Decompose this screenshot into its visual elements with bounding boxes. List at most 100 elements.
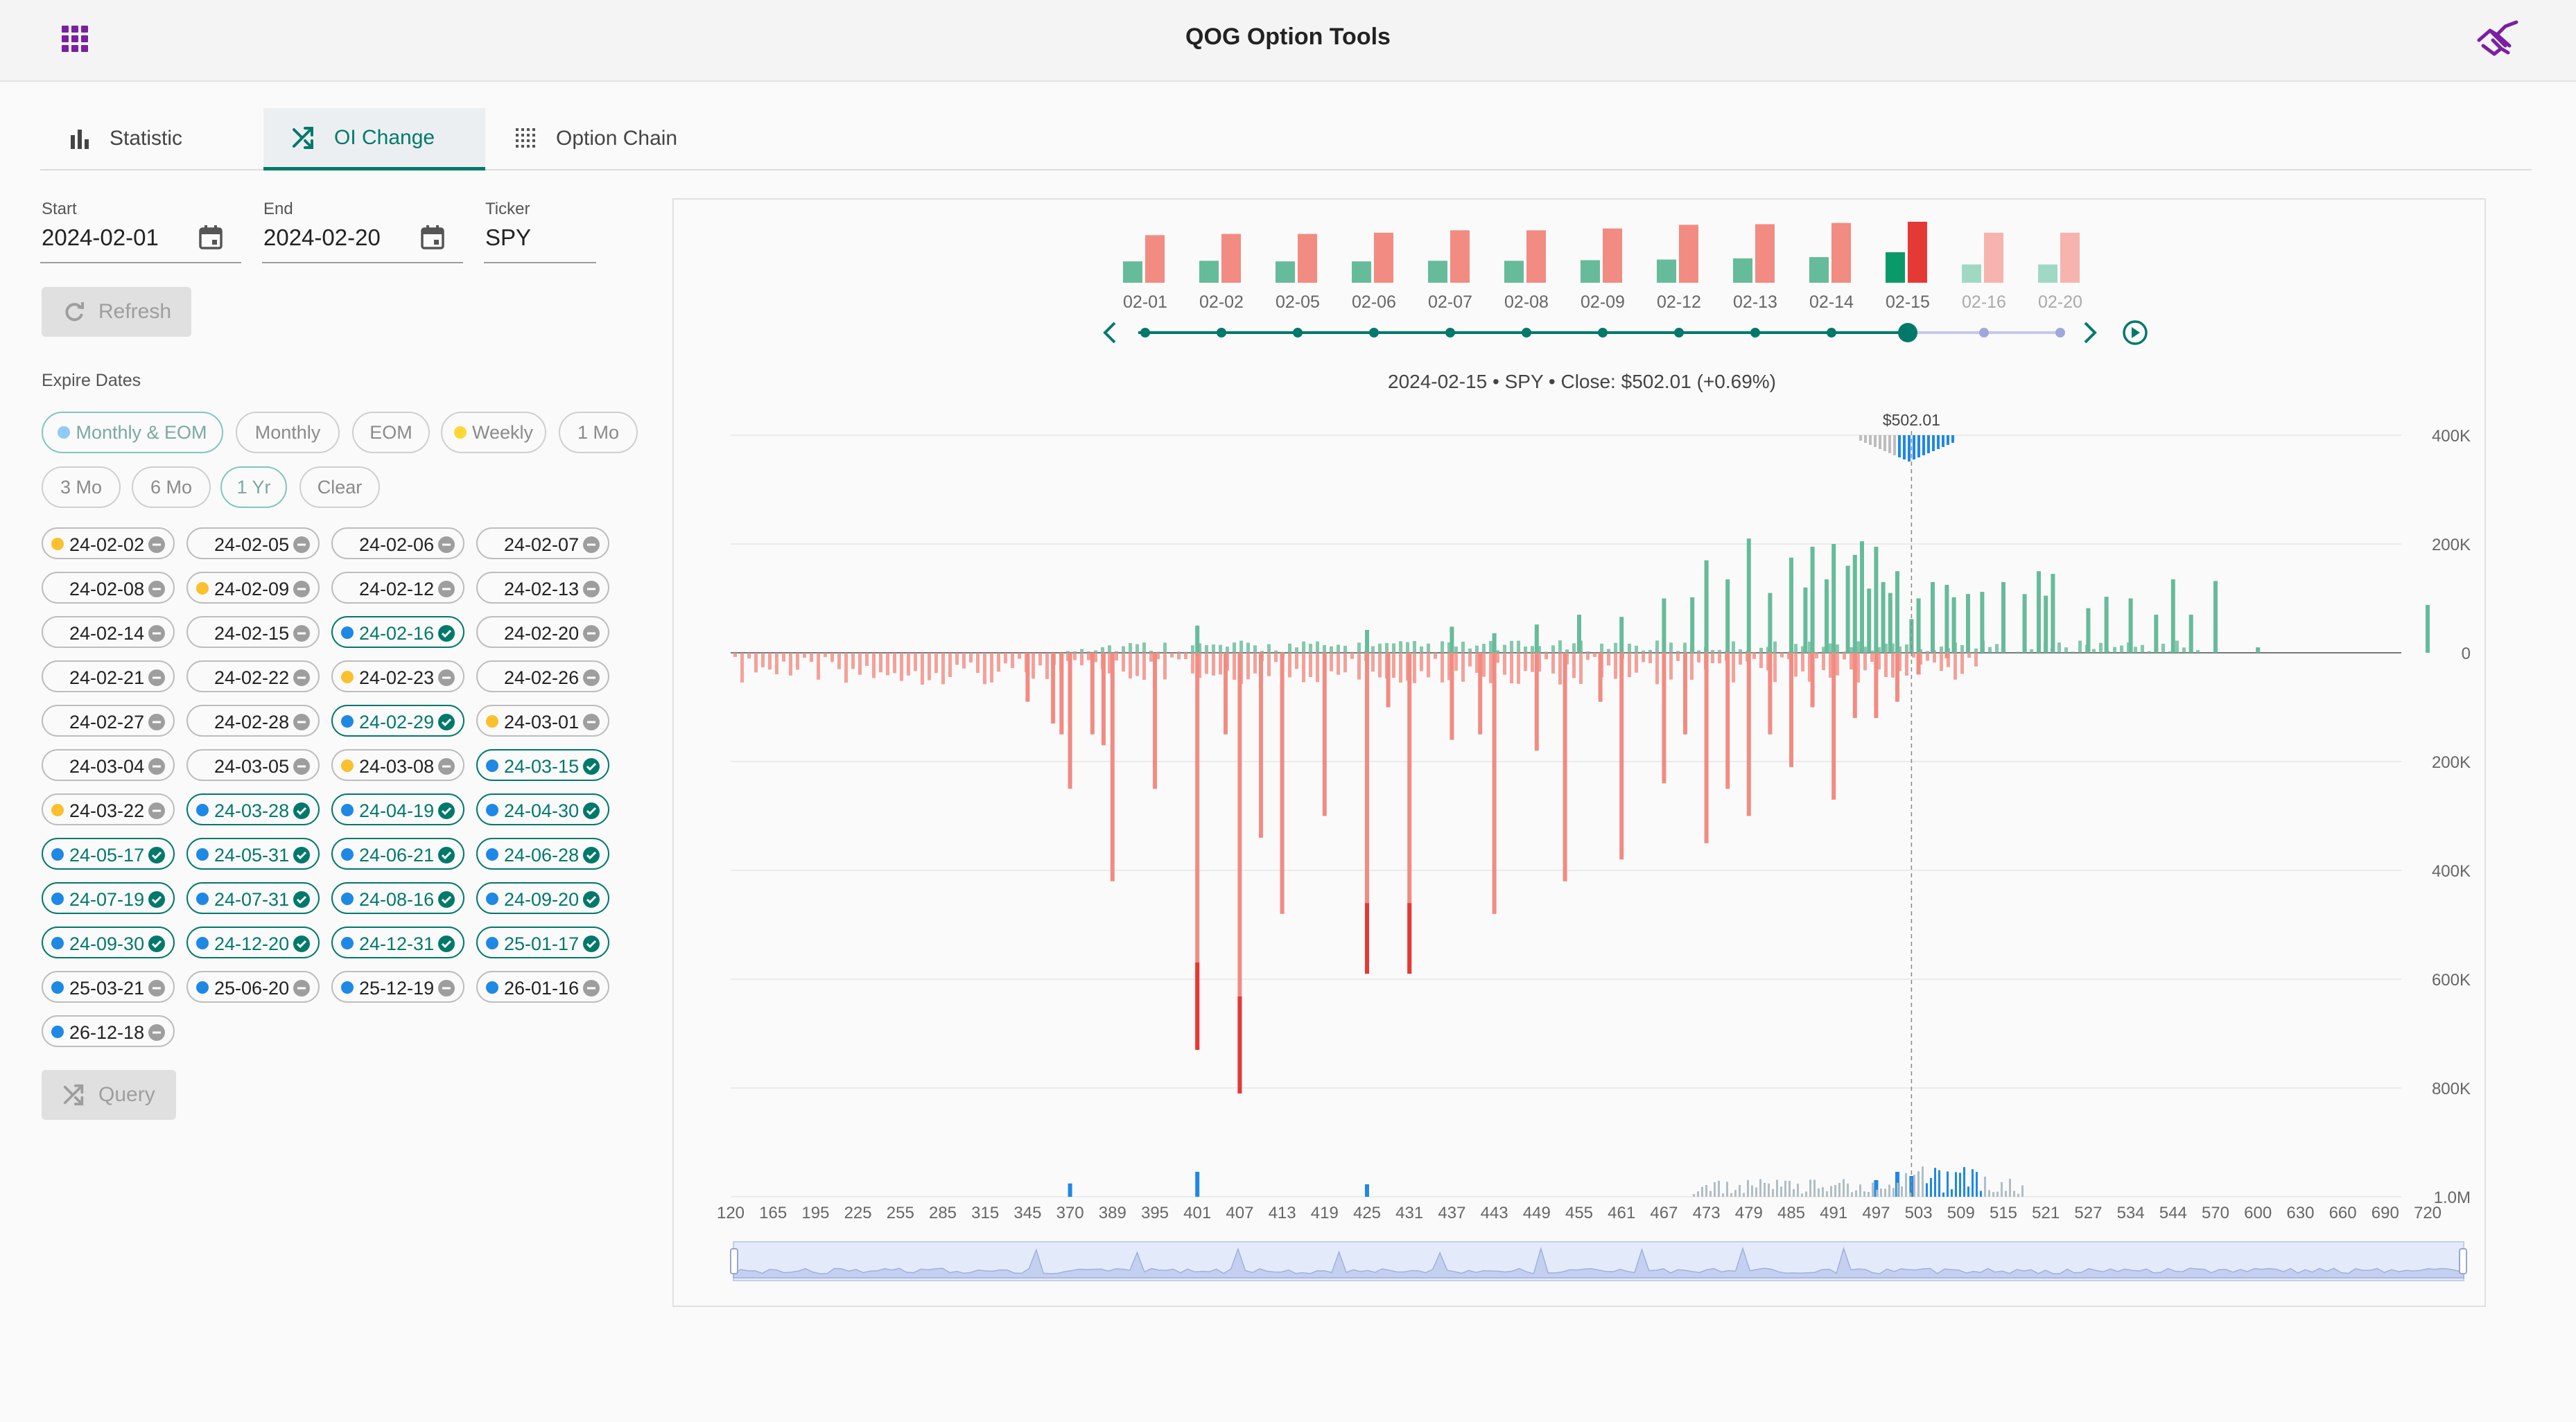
expire-date-chip[interactable]: 25-03-21 <box>42 971 175 1003</box>
expire-date-chip[interactable]: 26-01-16 <box>476 971 609 1003</box>
tab-statistic[interactable]: Statistic <box>40 108 262 169</box>
expire-date-chip[interactable]: 24-02-22 <box>186 660 320 692</box>
minor-call-bar <box>1503 644 1506 653</box>
expire-date-chip[interactable]: 24-04-30 <box>476 793 609 825</box>
minor-call-bar <box>1316 641 1319 653</box>
x-tick-label: 491 <box>1820 1204 1847 1222</box>
preset-monthly[interactable]: Monthly <box>236 412 340 453</box>
minor-call-bar <box>1378 643 1382 653</box>
timeline-date-label: 02-14 <box>1809 292 1854 312</box>
legend-dot <box>453 426 467 439</box>
expire-date-chip[interactable]: 24-02-02 <box>42 527 175 559</box>
expire-date-chip[interactable]: 24-02-09 <box>186 572 320 604</box>
expire-date-chip[interactable]: 24-02-21 <box>42 660 175 692</box>
expire-date-chip[interactable]: 24-02-23 <box>331 660 464 692</box>
expire-date-chip[interactable]: 24-02-15 <box>186 616 320 648</box>
chart-panel: 02-01 02-02 02-05 02-06 02-07 02-08 02-09 02-12… <box>672 198 2486 1307</box>
y-tick-label: 800K <box>2432 1080 2471 1098</box>
put-oi-bar <box>1831 653 1836 800</box>
timeline-put-bar <box>1831 222 1851 283</box>
expire-date-chip[interactable]: 24-03-22 <box>42 793 175 825</box>
expire-date-chip[interactable]: 24-02-27 <box>42 705 175 737</box>
expire-date-chip[interactable]: 24-03-05 <box>186 749 320 781</box>
preset-weekly[interactable]: Weekly <box>441 412 546 453</box>
start-date-value: 2024-02-01 <box>42 225 159 250</box>
minor-put-bar <box>1371 653 1375 672</box>
expire-date-chip[interactable]: 24-05-31 <box>186 838 320 870</box>
expire-date-chip[interactable]: 24-02-16 <box>331 616 464 648</box>
end-date-field[interactable]: 2024-02-20 <box>262 219 463 263</box>
minor-put-bar <box>893 653 896 674</box>
expire-date-chip[interactable]: 24-02-08 <box>42 572 175 604</box>
zoom-handle-right[interactable] <box>2459 1248 2467 1274</box>
calendar-icon[interactable] <box>419 223 446 251</box>
expire-date-chip[interactable]: 24-03-15 <box>476 749 609 781</box>
expire-date-chip[interactable]: 24-02-28 <box>186 705 320 737</box>
preset-monthly-eom[interactable]: Monthly & EOM <box>42 412 223 453</box>
preset-clear[interactable]: Clear <box>299 466 380 508</box>
minor-volume-bar <box>1772 1188 1774 1197</box>
expire-date-chip[interactable]: 24-02-20 <box>476 616 609 648</box>
expire-date-label: 24-04-19 <box>359 800 435 821</box>
put-oi-bar <box>1195 653 1200 1051</box>
expire-date-chip[interactable]: 24-08-16 <box>331 882 464 914</box>
apps-grid-icon[interactable] <box>61 25 89 53</box>
calendar-icon[interactable] <box>197 223 225 251</box>
expire-date-chip[interactable]: 24-12-20 <box>186 927 320 958</box>
preset-eom[interactable]: EOM <box>352 412 430 453</box>
expire-date-chip[interactable]: 24-03-01 <box>476 705 609 737</box>
expire-date-chip[interactable]: 24-03-04 <box>42 749 175 781</box>
minor-put-bar <box>1461 653 1465 682</box>
expire-date-chip[interactable]: 26-12-18 <box>42 1015 175 1047</box>
minor-volume-bar <box>2005 1191 2007 1197</box>
expire-date-chip[interactable]: 24-03-08 <box>331 749 464 781</box>
tab-option-chain[interactable]: Option Chain <box>487 108 722 169</box>
preset-3mo[interactable]: 3 Mo <box>42 466 121 508</box>
zoom-handle-left[interactable] <box>730 1248 738 1274</box>
timeline-point <box>1522 328 1531 337</box>
minor-volume-bar <box>1922 1166 1924 1197</box>
timeline-point <box>1217 328 1226 337</box>
ticker-field[interactable]: SPY <box>484 219 596 263</box>
minor-put-bar <box>768 653 772 670</box>
start-date-field[interactable]: 2024-02-01 <box>40 219 241 263</box>
expire-date-chip[interactable]: 24-09-20 <box>476 882 609 914</box>
expire-date-chip[interactable]: 24-02-06 <box>331 527 464 559</box>
call-oi-bar <box>2037 571 2041 653</box>
tab-oi-change[interactable]: OI Change <box>263 108 485 170</box>
expire-date-chip[interactable]: 25-01-17 <box>476 927 609 958</box>
put-oi-bar <box>1025 653 1030 702</box>
expire-date-chip[interactable]: 24-05-17 <box>42 838 175 870</box>
expire-date-chip[interactable]: 25-06-20 <box>186 971 320 1003</box>
remove-circle-icon <box>583 625 600 642</box>
minor-put-bar <box>1288 653 1291 678</box>
expire-date-chip[interactable]: 24-02-14 <box>42 616 175 648</box>
query-button[interactable]: Query <box>42 1070 176 1120</box>
refresh-button[interactable]: Refresh <box>42 287 191 337</box>
expire-date-chip[interactable]: 24-04-19 <box>331 793 464 825</box>
minor-call-bar <box>2092 649 2096 653</box>
volume-bar <box>1365 1184 1369 1197</box>
expire-date-chip[interactable]: 24-07-31 <box>186 882 320 914</box>
timeline-date-label: 02-07 <box>1428 292 1472 312</box>
expire-date-chip[interactable]: 24-02-12 <box>331 572 464 604</box>
expire-date-chip[interactable]: 24-03-28 <box>186 793 320 825</box>
expire-date-chip[interactable]: 24-02-07 <box>476 527 609 559</box>
expire-date-chip[interactable]: 24-02-26 <box>476 660 609 692</box>
preset-1yr[interactable]: 1 Yr <box>220 466 287 508</box>
minor-volume-bar <box>1768 1183 1770 1197</box>
preset-1mo[interactable]: 1 Mo <box>559 412 638 453</box>
handshake-logo-icon[interactable] <box>2473 18 2522 60</box>
minor-put-bar <box>1572 653 1576 678</box>
expire-date-chip[interactable]: 24-02-29 <box>331 705 464 737</box>
expire-date-chip[interactable]: 24-07-19 <box>42 882 175 914</box>
expire-date-chip[interactable]: 25-12-19 <box>331 971 464 1003</box>
preset-6mo[interactable]: 6 Mo <box>132 466 211 508</box>
expire-date-chip[interactable]: 24-02-13 <box>476 572 609 604</box>
put-oi-bar <box>1280 653 1285 914</box>
expire-date-chip[interactable]: 24-02-05 <box>186 527 320 559</box>
expire-date-chip[interactable]: 24-06-28 <box>476 838 609 870</box>
expire-date-chip[interactable]: 24-12-31 <box>331 927 464 958</box>
expire-date-chip[interactable]: 24-06-21 <box>331 838 464 870</box>
expire-date-chip[interactable]: 24-09-30 <box>42 927 175 958</box>
